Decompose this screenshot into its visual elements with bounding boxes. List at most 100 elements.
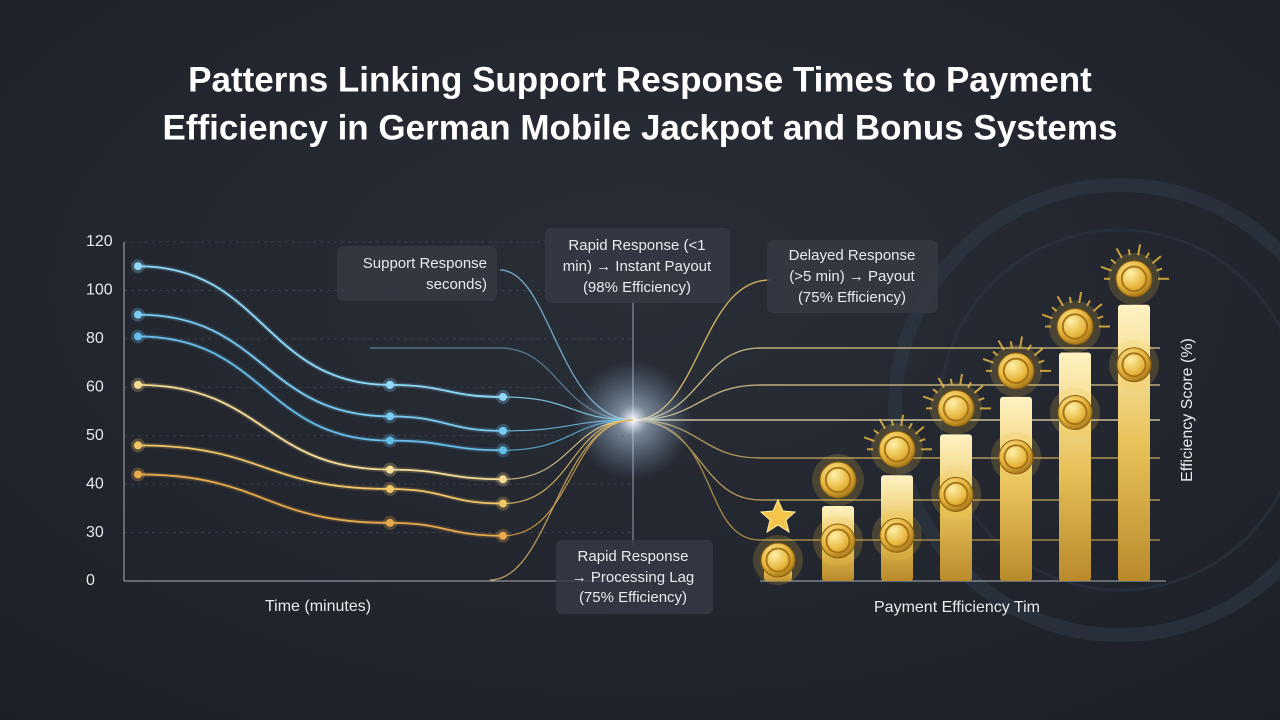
sparkle	[873, 429, 880, 435]
point	[134, 310, 142, 319]
connector	[502, 419, 634, 537]
sparkle	[1110, 258, 1117, 265]
bar	[1059, 352, 1091, 581]
annotation-text: Rapid Response	[578, 548, 689, 565]
point	[386, 518, 394, 527]
point	[499, 531, 507, 540]
y-tick-label: 120	[86, 233, 113, 250]
coin-inner	[943, 481, 969, 507]
sparkle	[1156, 267, 1163, 272]
annotation-text: Support Response	[363, 255, 487, 272]
annotation-box	[767, 240, 938, 313]
annotation-box	[545, 228, 730, 303]
chart-title: Efficiency in German Mobile Jackpot and …	[163, 108, 1118, 147]
series-line	[137, 473, 504, 537]
sparkle	[937, 377, 945, 389]
sparkle	[967, 381, 972, 389]
coin-inner	[883, 436, 911, 463]
series-line	[137, 383, 504, 481]
sparkle	[1027, 344, 1032, 351]
sparkle	[978, 397, 985, 402]
connector	[502, 419, 634, 451]
sparkle	[992, 350, 999, 357]
sparkle	[1068, 296, 1072, 304]
decor-ring	[888, 178, 1280, 642]
sparkle	[900, 414, 905, 426]
sparkle	[1145, 252, 1150, 259]
annotation-text: Rapid Response (<1	[568, 237, 705, 254]
point	[499, 446, 507, 455]
series-line	[137, 335, 504, 452]
point	[386, 380, 394, 389]
annotation-text: seconds)	[426, 276, 487, 293]
sparkle	[1041, 313, 1053, 320]
annotation-text: (>5 min) → Payout	[789, 268, 915, 285]
point	[499, 392, 507, 401]
sparkle	[973, 385, 984, 394]
series-line	[137, 313, 504, 432]
sparkle	[1038, 359, 1045, 364]
sparkle	[1051, 306, 1058, 312]
sparkle	[922, 395, 934, 402]
sparkle	[878, 418, 886, 430]
chart-title: Patterns Linking Support Response Times …	[188, 60, 1092, 99]
annotation-text: Delayed Response	[789, 247, 916, 264]
point	[134, 262, 142, 271]
y-tick-label: 50	[86, 427, 104, 444]
point	[134, 332, 142, 341]
sparkle	[890, 419, 894, 426]
y-tick-label: 60	[86, 379, 104, 396]
point	[134, 441, 142, 450]
star	[759, 498, 797, 534]
point	[386, 412, 394, 421]
sparkle	[1086, 300, 1091, 307]
sparkle	[1092, 303, 1103, 312]
annotation-box	[337, 246, 497, 301]
sparkle	[959, 373, 964, 385]
coin-inner	[884, 522, 910, 548]
sparkle	[1056, 295, 1064, 307]
connector	[502, 419, 634, 505]
y-tick-label: 30	[86, 524, 104, 541]
coin-inner	[825, 528, 851, 554]
point	[134, 470, 142, 479]
point	[386, 436, 394, 445]
sparkle	[932, 388, 939, 394]
sparkle	[1151, 255, 1162, 265]
sparkle	[1115, 247, 1123, 259]
bar	[1000, 396, 1032, 581]
annotation-text: min) → Instant Payout	[563, 258, 712, 275]
sparkle	[919, 438, 926, 443]
sparkle	[1137, 244, 1142, 256]
point	[386, 465, 394, 474]
x-axis-label: Payment Efficiency Tim	[874, 599, 1040, 616]
sparkle	[1033, 347, 1044, 357]
sparkle	[1009, 341, 1013, 348]
coin-inner	[1121, 352, 1147, 378]
point	[134, 380, 142, 389]
annotation-text: (98% Efficiency)	[583, 279, 691, 296]
series-line	[137, 444, 504, 505]
sparkle	[1100, 265, 1112, 272]
y-tick-label: 100	[86, 282, 113, 299]
coin-inner	[824, 466, 852, 494]
point	[499, 475, 507, 484]
y-tick-label: 80	[86, 330, 104, 347]
series-line	[137, 265, 504, 398]
y-axis-label: Efficiency Score (%)	[1179, 338, 1196, 482]
sparkle	[982, 357, 994, 364]
coin-inner	[1003, 444, 1029, 470]
connector	[502, 419, 634, 480]
point	[386, 484, 394, 493]
x-axis-label: Time (minutes)	[265, 598, 371, 615]
annotation-text: (75% Efficiency)	[579, 589, 687, 606]
connector	[502, 419, 634, 432]
coin-inner	[1120, 265, 1148, 293]
sparkle	[949, 378, 953, 385]
point	[499, 499, 507, 508]
sparkle	[1019, 336, 1024, 348]
sparkle	[914, 426, 925, 435]
coin-inner	[1002, 357, 1030, 385]
